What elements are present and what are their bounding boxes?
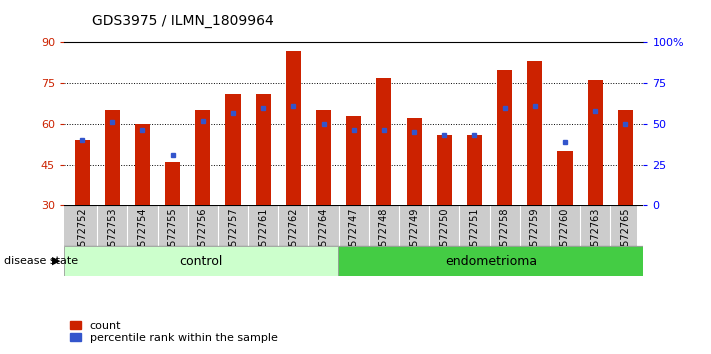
Bar [437, 135, 451, 205]
Text: GDS3975 / ILMN_1809964: GDS3975 / ILMN_1809964 [92, 14, 274, 28]
Bar [587, 80, 603, 205]
Text: GSM572750: GSM572750 [439, 207, 449, 267]
Text: GSM572758: GSM572758 [500, 207, 510, 267]
Text: disease state: disease state [4, 256, 77, 266]
Bar [286, 51, 301, 205]
Bar [376, 78, 392, 205]
Text: GSM572760: GSM572760 [560, 207, 570, 267]
Text: GSM572761: GSM572761 [258, 207, 268, 267]
Text: endometrioma: endometrioma [445, 255, 537, 268]
Bar [256, 94, 271, 205]
Bar [75, 140, 90, 205]
Text: GSM572765: GSM572765 [620, 207, 631, 267]
Legend: count, percentile rank within the sample: count, percentile rank within the sample [70, 321, 277, 343]
Text: ▶: ▶ [52, 256, 60, 266]
Bar [225, 94, 240, 205]
Text: GSM572751: GSM572751 [469, 207, 479, 267]
Bar [407, 119, 422, 205]
Bar [135, 124, 150, 205]
Text: GSM572747: GSM572747 [348, 207, 359, 267]
Text: GSM572763: GSM572763 [590, 207, 600, 267]
Text: GSM572753: GSM572753 [107, 207, 117, 267]
Text: GSM572748: GSM572748 [379, 207, 389, 267]
Text: GSM572762: GSM572762 [289, 207, 299, 267]
Bar [346, 116, 361, 205]
Text: GSM572754: GSM572754 [137, 207, 147, 267]
Bar [467, 135, 482, 205]
Text: GSM572755: GSM572755 [168, 207, 178, 267]
Bar [528, 62, 542, 205]
Text: GSM572759: GSM572759 [530, 207, 540, 267]
Bar [497, 70, 512, 205]
Text: GSM572756: GSM572756 [198, 207, 208, 267]
Text: GSM572752: GSM572752 [77, 207, 87, 267]
Bar [618, 110, 633, 205]
Bar [316, 110, 331, 205]
Bar [557, 151, 572, 205]
Bar [165, 162, 180, 205]
Text: control: control [180, 255, 223, 268]
Text: GSM572757: GSM572757 [228, 207, 238, 267]
Bar [105, 110, 120, 205]
Text: GSM572764: GSM572764 [319, 207, 328, 267]
Bar [196, 110, 210, 205]
Text: GSM572749: GSM572749 [409, 207, 419, 267]
